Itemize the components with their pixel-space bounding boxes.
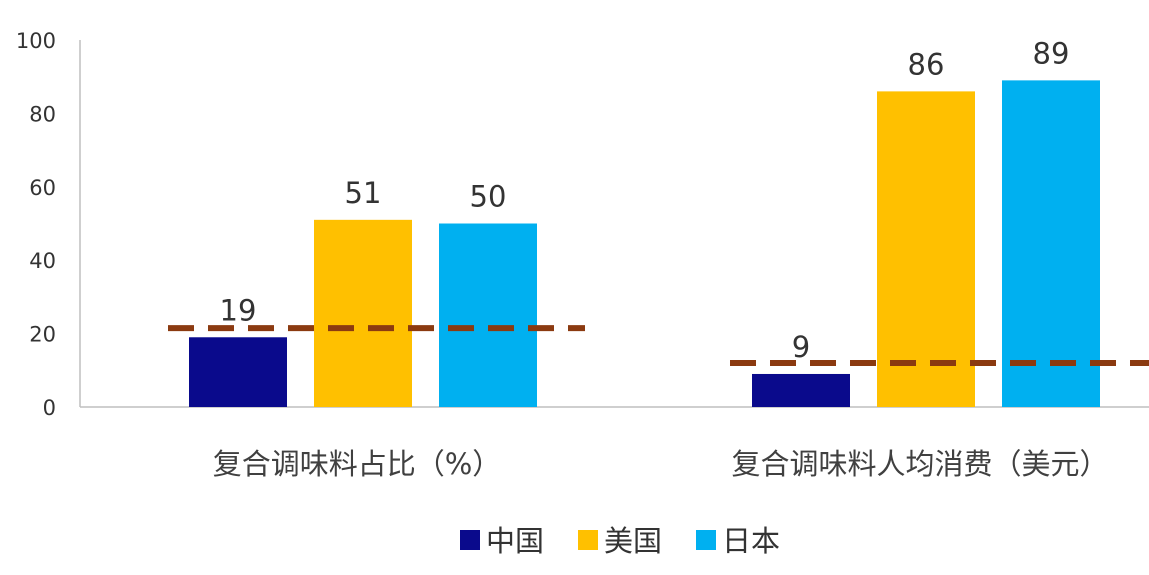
legend-label: 美国 [604,524,662,558]
y-axis-ticks: 0 20 40 60 80 100 [16,29,56,420]
y-tick-label: 0 [43,396,56,420]
y-tick-label: 20 [29,323,56,347]
data-label: 19 [220,293,257,327]
category-labels: 复合调味料占比（%） 复合调味料人均消费（美元） [213,447,1109,481]
bar [1002,80,1100,408]
category-label: 复合调味料人均消费（美元） [731,447,1108,481]
data-label: 9 [792,330,810,364]
legend-label: 日本 [722,524,780,558]
legend: 中国 美国 日本 [460,524,780,558]
data-label: 50 [470,180,507,214]
bar [189,337,287,407]
y-tick-label: 40 [29,249,56,273]
y-tick-label: 60 [29,176,56,200]
bar [752,373,850,407]
data-label: 51 [345,176,382,210]
data-labels: 19 51 50 9 86 89 [220,36,1070,364]
bars [189,80,1100,408]
reference-lines [168,325,1149,366]
bar [314,219,412,407]
legend-label: 中国 [486,524,544,558]
data-label: 89 [1033,36,1070,70]
category-label: 复合调味料占比（%） [213,447,502,481]
legend-swatch [696,530,716,550]
bar [877,91,975,407]
legend-swatch [460,530,480,550]
bar [439,223,537,407]
y-tick-label: 80 [29,102,56,126]
data-label: 86 [908,47,945,81]
legend-swatch [578,530,598,550]
y-tick-label: 100 [16,29,56,53]
